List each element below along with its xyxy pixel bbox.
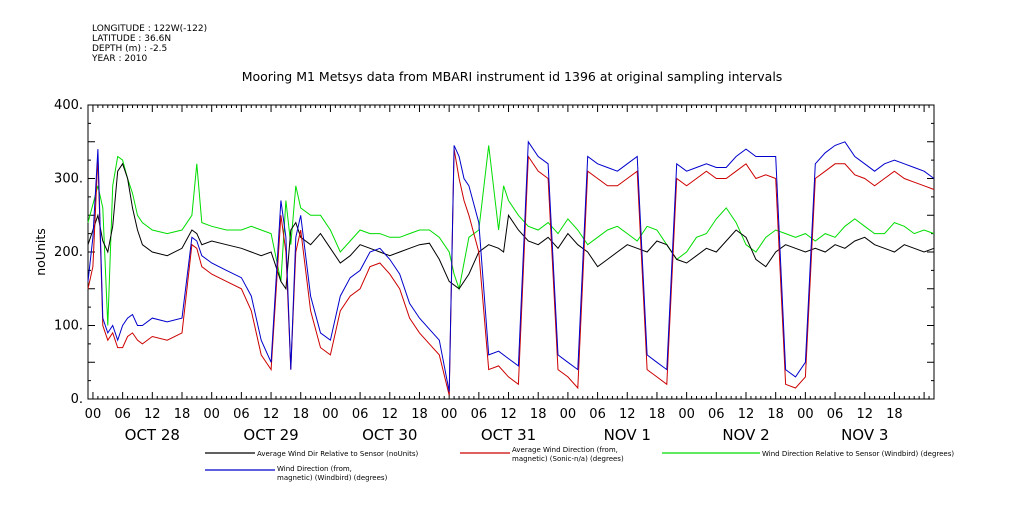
x-tick-label: 00 bbox=[441, 407, 458, 422]
x-tick-label: 00 bbox=[203, 407, 220, 422]
meta-year: YEAR : 2010 bbox=[91, 54, 148, 64]
x-tick-label: 00 bbox=[322, 407, 339, 422]
x-tick-label: 06 bbox=[471, 407, 488, 422]
series-lines bbox=[87, 140, 935, 396]
x-tick-label: 18 bbox=[292, 407, 309, 422]
legend-label-4: magnetic) (Windbird) (degrees) bbox=[277, 474, 388, 482]
series-line-1 bbox=[87, 162, 935, 291]
x-tick-label: 06 bbox=[114, 407, 131, 422]
day-label: OCT 28 bbox=[125, 426, 180, 444]
x-tick-label: 12 bbox=[500, 407, 517, 422]
day-label: OCT 30 bbox=[362, 426, 417, 444]
legend-label-4: Wind Direction (from, bbox=[277, 465, 352, 473]
y-tick-label: 0. bbox=[71, 392, 83, 407]
day-label: OCT 29 bbox=[243, 426, 298, 444]
series-line-4 bbox=[87, 140, 935, 392]
axis-ticks bbox=[87, 104, 935, 400]
day-label: NOV 2 bbox=[722, 426, 769, 444]
x-tick-label: 12 bbox=[856, 407, 873, 422]
meta-latitude: LATITUDE : 36.6N bbox=[92, 34, 171, 44]
x-tick-label: 12 bbox=[263, 407, 280, 422]
x-tick-label: 18 bbox=[174, 407, 191, 422]
meta-longitude: LONGITUDE : 122W(-122) bbox=[92, 24, 207, 34]
series-line-3 bbox=[87, 145, 935, 326]
y-tick-label: 200. bbox=[54, 245, 83, 260]
x-tick-label: 18 bbox=[411, 407, 428, 422]
day-label: NOV 3 bbox=[841, 426, 888, 444]
legend-label-3: Wind Direction Relative to Sensor (Windb… bbox=[762, 450, 954, 458]
day-label: NOV 1 bbox=[604, 426, 651, 444]
x-tick-label: 06 bbox=[708, 407, 725, 422]
x-tick-label: 00 bbox=[678, 407, 695, 422]
x-tick-label: 06 bbox=[827, 407, 844, 422]
x-tick-label: 00 bbox=[85, 407, 102, 422]
day-label: OCT 31 bbox=[481, 426, 536, 444]
x-tick-label: 12 bbox=[382, 407, 399, 422]
x-tick-label: 06 bbox=[352, 407, 369, 422]
chart-title: Mooring M1 Metsys data from MBARI instru… bbox=[242, 69, 783, 84]
x-tick-label: 18 bbox=[530, 407, 547, 422]
y-axis-label: noUnits bbox=[33, 228, 48, 276]
meta-depth: DEPTH (m) : -2.5 bbox=[92, 44, 167, 54]
x-tick-label: 12 bbox=[619, 407, 636, 422]
legend-label-1: Average Wind Dir Relative to Sensor (noU… bbox=[257, 450, 418, 458]
axis-labels: 0. 100. 200. 300. 400. 00 06 12 18 00 06 12 18 00 06 12… bbox=[54, 98, 903, 444]
y-tick-label: 400. bbox=[54, 98, 83, 113]
legend-label-2: magnetic) (Sonic-n/a) (degrees) bbox=[512, 455, 624, 463]
x-tick-label: 12 bbox=[144, 407, 161, 422]
x-tick-label: 00 bbox=[797, 407, 814, 422]
plot-frame bbox=[87, 104, 935, 400]
x-tick-label: 06 bbox=[233, 407, 250, 422]
x-tick-label: 18 bbox=[767, 407, 784, 422]
x-tick-label: 06 bbox=[589, 407, 606, 422]
x-tick-label: 00 bbox=[560, 407, 577, 422]
legend: Average Wind Dir Relative to Sensor (noU… bbox=[205, 446, 954, 482]
y-tick-label: 300. bbox=[54, 172, 83, 187]
series-line-2 bbox=[87, 149, 935, 396]
legend-label-2: Average Wind Direction (from, bbox=[512, 446, 618, 454]
x-tick-label: 18 bbox=[886, 407, 903, 422]
y-tick-label: 100. bbox=[54, 319, 83, 334]
x-tick-label: 18 bbox=[649, 407, 666, 422]
x-tick-label: 12 bbox=[738, 407, 755, 422]
